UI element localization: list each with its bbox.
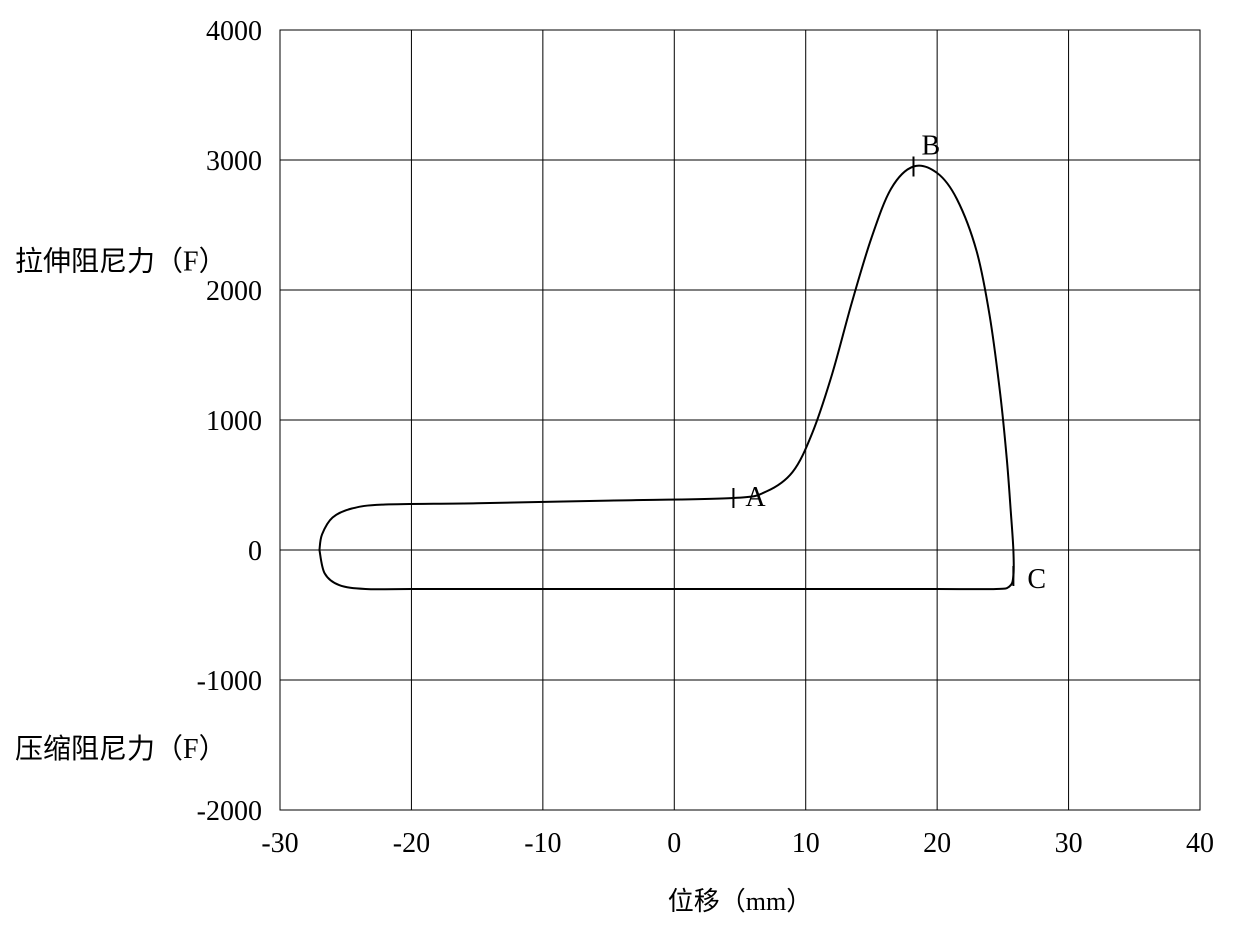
x-tick-label: -10 xyxy=(524,828,561,859)
x-tick-label: 10 xyxy=(792,828,820,859)
x-tick-label: -20 xyxy=(393,828,430,859)
x-tick-label: 40 xyxy=(1186,828,1214,859)
y-tick-label: -2000 xyxy=(197,796,262,827)
y-tick-label: 0 xyxy=(248,536,262,567)
damping-curve xyxy=(319,166,1013,590)
y-tick-label: 4000 xyxy=(206,16,262,47)
x-tick-label: 20 xyxy=(923,828,951,859)
x-axis-label: 位移（mm） xyxy=(668,887,812,916)
chart-container: { "chart": { "type": "line", "canvas": {… xyxy=(0,0,1240,925)
x-tick-label: 30 xyxy=(1055,828,1083,859)
y-label-compression: 压缩阻尼力（F） xyxy=(15,733,227,765)
y-tick-label: -1000 xyxy=(197,666,262,697)
x-tick-label: 0 xyxy=(667,828,681,859)
damping-force-chart: -30 -20 -10 0 10 20 30 40 -2000 -1000 0 1000 2000 300… xyxy=(0,0,1240,925)
y-label-tension: 拉伸阻尼力（F） xyxy=(15,246,227,278)
point-A-label: A xyxy=(745,482,766,513)
x-tick-labels: -30 -20 -10 0 10 20 30 40 xyxy=(261,828,1214,859)
y-tick-label: 3000 xyxy=(206,146,262,177)
y-tick-label: 2000 xyxy=(206,276,262,307)
y-tick-label: 1000 xyxy=(206,406,262,437)
x-tick-label: -30 xyxy=(261,828,298,859)
point-C-label: C xyxy=(1027,564,1046,595)
y-tick-labels: -2000 -1000 0 1000 2000 3000 4000 xyxy=(197,16,262,827)
grid xyxy=(280,30,1200,810)
point-B-label: B xyxy=(921,131,940,162)
